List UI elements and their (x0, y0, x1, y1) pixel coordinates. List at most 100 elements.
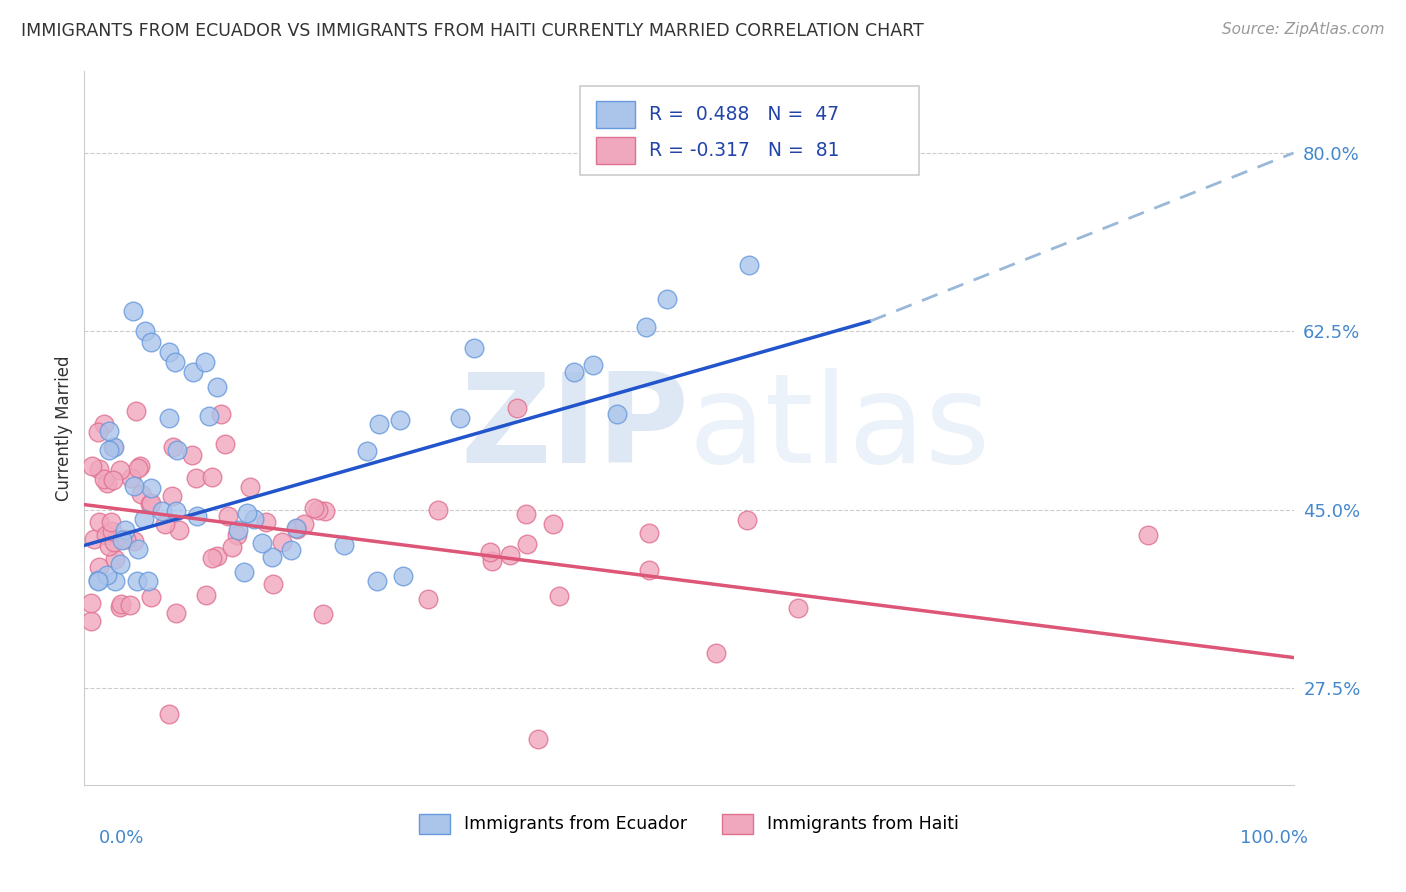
Point (606, 408, 628, 422)
Point (87, 573, 110, 587)
Point (153, 516, 176, 531)
Point (104, 574, 127, 588)
Point (207, 380, 229, 394)
Text: R = -0.317   N =  81: R = -0.317 N = 81 (650, 141, 839, 160)
Point (205, 549, 228, 563)
Point (139, 481, 162, 495)
Point (87, 574, 110, 588)
Point (366, 574, 388, 588)
Point (638, 563, 661, 577)
Point (115, 533, 138, 547)
Point (543, 517, 565, 532)
Point (100, 516, 122, 530)
Point (114, 523, 136, 537)
Point (93, 472, 115, 486)
Text: R =  0.488   N =  47: R = 0.488 N = 47 (650, 105, 839, 124)
Point (239, 480, 262, 494)
Point (181, 365, 204, 379)
Point (103, 551, 125, 566)
Text: 0.0%: 0.0% (98, 830, 143, 847)
Text: ZIP: ZIP (460, 368, 689, 489)
Point (233, 566, 256, 580)
Point (134, 324, 156, 338)
Point (242, 512, 264, 526)
Point (98, 539, 121, 553)
Point (311, 607, 333, 621)
Point (260, 549, 283, 564)
Point (165, 504, 187, 518)
Point (198, 409, 221, 424)
Point (506, 401, 529, 415)
Point (389, 413, 412, 427)
Point (211, 408, 233, 422)
Point (307, 502, 329, 516)
Point (582, 358, 605, 372)
Point (96, 567, 118, 582)
Point (127, 461, 149, 475)
Point (160, 489, 183, 503)
Point (262, 577, 284, 591)
Point (89, 559, 111, 574)
Point (108, 600, 131, 615)
Point (226, 527, 249, 541)
Point (562, 365, 585, 379)
Point (139, 590, 162, 604)
Point (515, 508, 537, 522)
Point (226, 524, 249, 538)
Point (184, 471, 207, 485)
Point (167, 523, 190, 537)
Point (80, 614, 103, 628)
Point (121, 304, 143, 318)
Point (157, 344, 180, 359)
Point (98, 443, 121, 458)
Point (194, 355, 217, 369)
Point (254, 515, 277, 529)
Bar (596, 102, 634, 128)
Point (93, 417, 115, 431)
Point (250, 536, 273, 550)
Point (128, 458, 150, 473)
Legend: Immigrants from Ecuador, Immigrants from Haiti: Immigrants from Ecuador, Immigrants from… (412, 806, 966, 840)
Point (481, 554, 503, 568)
Point (217, 508, 239, 523)
Point (89, 461, 111, 475)
Point (285, 521, 308, 535)
Y-axis label: Currently Married: Currently Married (55, 355, 73, 501)
Point (735, 513, 758, 527)
Point (100, 524, 122, 538)
Point (516, 537, 538, 551)
Point (356, 443, 378, 458)
Point (214, 437, 236, 451)
Point (79, 596, 101, 610)
Point (121, 471, 143, 485)
Text: atlas: atlas (689, 368, 991, 489)
Point (165, 606, 187, 620)
Point (418, 591, 440, 606)
Point (125, 403, 148, 417)
Point (139, 334, 162, 349)
Point (236, 506, 259, 520)
Point (87, 515, 110, 529)
Point (108, 557, 131, 571)
Point (527, 732, 550, 747)
Point (139, 495, 162, 509)
Point (180, 448, 202, 462)
Point (280, 542, 302, 557)
Point (738, 258, 761, 272)
Point (201, 551, 224, 566)
Point (634, 319, 657, 334)
Point (162, 440, 184, 454)
Point (333, 538, 356, 552)
Point (111, 533, 134, 548)
Point (101, 473, 124, 487)
FancyBboxPatch shape (581, 86, 918, 175)
Point (87, 425, 110, 439)
Point (287, 522, 309, 536)
Point (96, 475, 118, 490)
Point (127, 542, 149, 557)
Point (499, 548, 522, 562)
Point (124, 533, 146, 548)
Point (101, 440, 124, 454)
Text: IMMIGRANTS FROM ECUADOR VS IMMIGRANTS FROM HAITI CURRENTLY MARRIED CORRELATION C: IMMIGRANTS FROM ECUADOR VS IMMIGRANTS FR… (21, 22, 924, 40)
Point (120, 599, 142, 613)
